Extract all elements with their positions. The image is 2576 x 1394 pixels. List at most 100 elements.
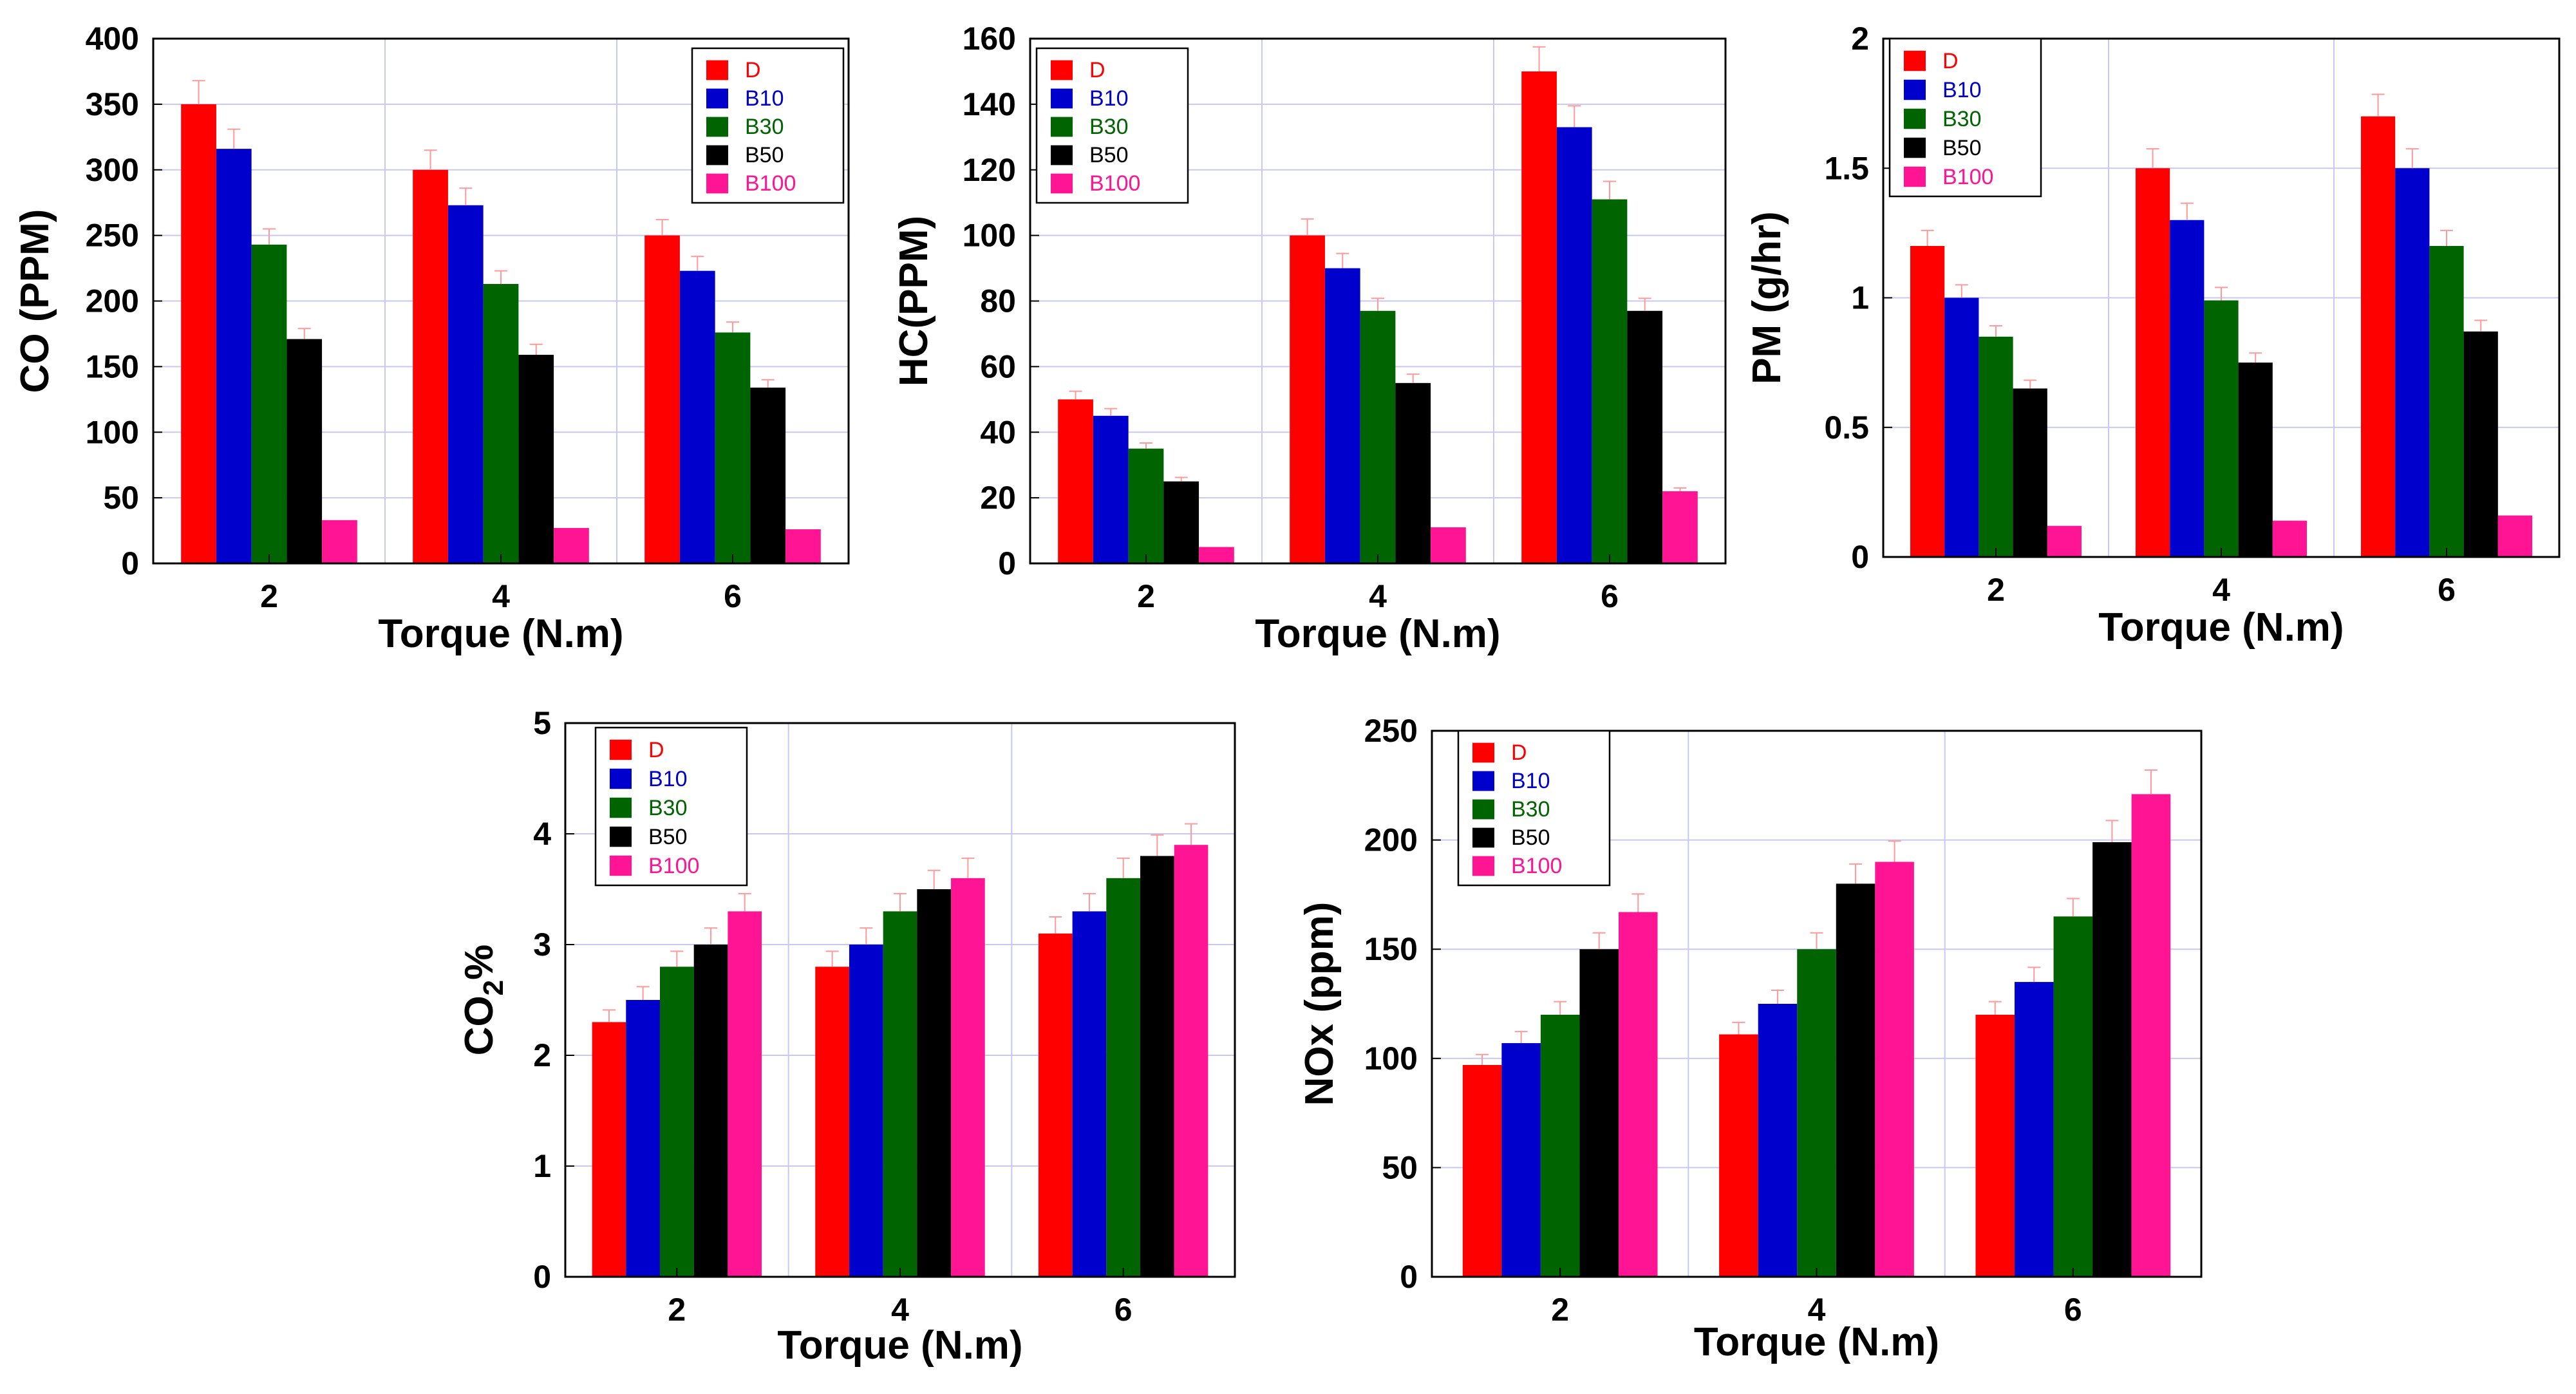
bar-B10-4 — [447, 205, 484, 563]
legend-label-B10: B10 — [1511, 769, 1550, 793]
y-tick-label: 2 — [1851, 21, 1869, 57]
legend-swatch-B100 — [1904, 166, 1926, 187]
y-tick-label: 0.5 — [1824, 410, 1869, 446]
bar-B100-6 — [1662, 491, 1698, 563]
bar-B50-2 — [287, 339, 323, 563]
bar-B50-6 — [2463, 331, 2498, 557]
bar-D-6 — [1521, 71, 1557, 563]
y-tick-label: 0 — [1400, 1259, 1418, 1295]
bar-B10-2 — [626, 1000, 660, 1277]
legend-swatch-B10 — [1051, 88, 1073, 109]
y-tick-label: 350 — [86, 86, 139, 122]
legend-label-B100: B100 — [1511, 854, 1562, 878]
bar-B30-2 — [1128, 448, 1164, 563]
bar-D-4 — [413, 169, 448, 563]
bar-B30-2 — [1979, 336, 2013, 557]
legend-swatch-B100 — [706, 173, 728, 194]
chart-hc: 0 20 40 60 80 100 120 140 160 2 4 6 Torque (N.m) HC(P… — [892, 21, 1727, 656]
legend-swatch-B30 — [1051, 117, 1073, 137]
bar-B10-2 — [1944, 297, 1979, 557]
bar-B50-2 — [2013, 388, 2047, 557]
legend-swatch-D — [1472, 742, 1494, 763]
chart-co: 0 50 100 150 200 250 300 350 400 2 4 6 Torque (N.m) C… — [13, 21, 850, 656]
y-tick-label: 150 — [86, 348, 139, 384]
bar-B10-6 — [1556, 127, 1592, 563]
legend-swatch-B10 — [1472, 771, 1494, 791]
bar-B30-6 — [1592, 199, 1628, 563]
x-tick-label: 2 — [1987, 572, 2005, 608]
bar-B30-4 — [483, 284, 519, 563]
legend-label-B10: B10 — [1089, 86, 1129, 111]
legend-swatch-D — [610, 739, 632, 760]
legend-label-B50: B50 — [1089, 143, 1129, 167]
legend-swatch-B50 — [1051, 145, 1073, 165]
legend-label-B50: B50 — [648, 825, 688, 849]
bar-B50-4 — [2238, 363, 2273, 557]
bar-B100-4 — [554, 527, 589, 563]
bar-B30-6 — [1106, 878, 1141, 1277]
legend-swatch-B10 — [706, 88, 728, 109]
x-tick-label: 6 — [1114, 1292, 1133, 1328]
y-axis-title: CO2% — [457, 945, 509, 1056]
bar-D-2 — [592, 1022, 626, 1277]
y-tick-label: 120 — [963, 152, 1016, 188]
y-axis-title-suffix: % — [457, 945, 502, 980]
bar-B50-4 — [1836, 883, 1876, 1277]
y-tick-label: 200 — [1364, 822, 1418, 858]
bar-B50-6 — [2092, 842, 2132, 1277]
bar-B100-2 — [1199, 547, 1234, 563]
x-tick-label: 4 — [891, 1292, 909, 1328]
bar-D-6 — [644, 235, 680, 563]
y-tick-label: 0 — [533, 1259, 551, 1295]
legend-label-B30: B30 — [745, 115, 784, 139]
legend-label-B100: B100 — [1942, 165, 1993, 189]
legend-label-B30: B30 — [648, 796, 688, 820]
legend-label-B10: B10 — [648, 767, 688, 791]
y-tick-label: 100 — [86, 414, 139, 450]
y-tick-label: 40 — [980, 414, 1016, 450]
y-tick-label: 50 — [103, 480, 139, 516]
bar-B10-2 — [1093, 415, 1129, 563]
y-tick-label: 140 — [963, 86, 1016, 122]
y-tick-label: 400 — [86, 21, 139, 57]
y-tick-label: 250 — [86, 218, 139, 254]
legend-label-D: D — [1089, 58, 1105, 82]
bar-D-2 — [1058, 399, 1093, 563]
bar-B10-6 — [2015, 982, 2054, 1277]
y-tick-label: 4 — [533, 816, 551, 852]
y-axis-title-main: CO — [457, 995, 502, 1055]
y-tick-label: 5 — [533, 705, 551, 741]
y-tick-label: 0 — [121, 545, 139, 581]
y-tick-label: 2 — [533, 1037, 551, 1073]
y-tick-label: 0 — [998, 545, 1016, 581]
y-tick-label: 300 — [86, 152, 139, 188]
legend: D B10 B30 B50 B100 — [1457, 730, 1611, 887]
legend-swatch-B50 — [1904, 137, 1926, 158]
bar-B30-4 — [883, 911, 917, 1277]
bar-B10-2 — [1501, 1043, 1541, 1277]
bar-B30-2 — [251, 244, 287, 563]
bar-D-2 — [1910, 246, 1945, 557]
legend-swatch-B50 — [610, 826, 632, 847]
legend-swatch-B30 — [1472, 799, 1494, 820]
bar-B50-6 — [1140, 856, 1174, 1277]
bar-D-6 — [2361, 116, 2396, 557]
legend-swatch-D — [1904, 50, 1926, 71]
legend-swatch-B10 — [610, 768, 632, 789]
legend: D B10 B30 B50 B100 — [594, 726, 748, 887]
y-tick-label: 50 — [1382, 1149, 1418, 1185]
y-tick-label: 250 — [1364, 713, 1418, 749]
y-tick-label: 1.5 — [1824, 150, 1869, 186]
legend: D B10 B30 B50 B100 — [1035, 47, 1189, 204]
x-tick-label: 2 — [668, 1292, 686, 1328]
bar-B30-2 — [659, 966, 694, 1277]
legend-label-D: D — [648, 738, 664, 762]
bar-B30-4 — [1360, 310, 1396, 563]
y-tick-label: 1 — [533, 1148, 551, 1184]
bar-B100-4 — [951, 878, 985, 1277]
bar-B10-6 — [2395, 168, 2430, 557]
y-tick-label: 60 — [980, 348, 1016, 384]
x-axis-title: Torque (N.m) — [2098, 605, 2344, 650]
